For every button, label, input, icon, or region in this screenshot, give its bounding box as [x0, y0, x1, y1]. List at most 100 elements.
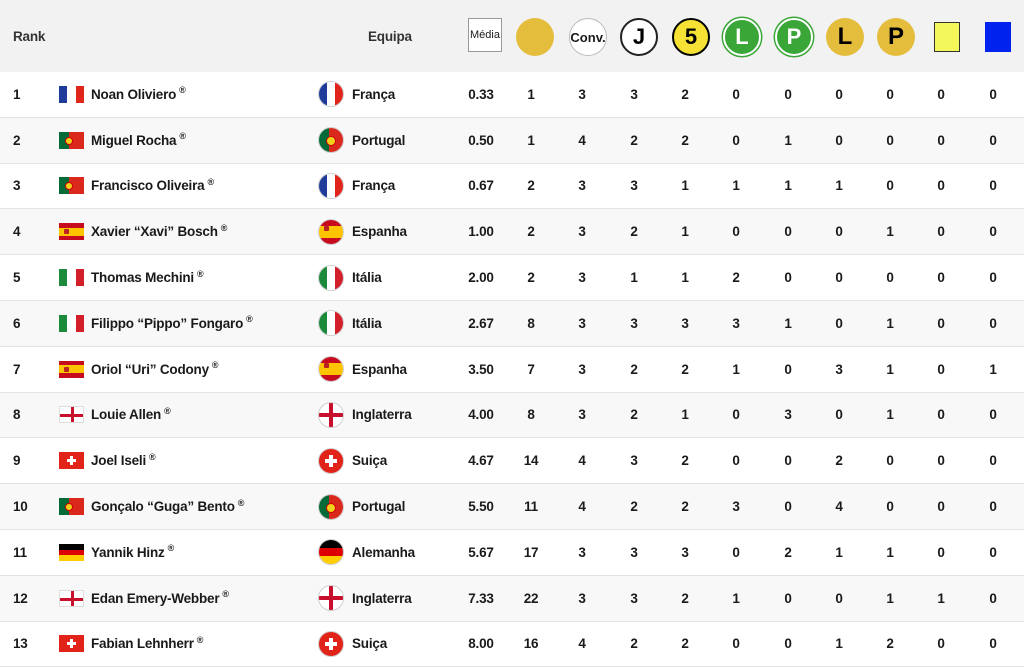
- table-row[interactable]: 13 Fabian Lehnherr ® Suiça 8.00 16 4 2 2 0 0 1 2 0 0: [0, 621, 1024, 668]
- player-flag-icon: [59, 484, 85, 529]
- team-name[interactable]: Suiça: [352, 453, 388, 469]
- ball-value: 22: [523, 590, 539, 606]
- table-row[interactable]: 6 Filippo “Pippo” Fongaro ® Itália 2.67 8 3 3 3 3…: [0, 300, 1024, 347]
- team-name[interactable]: Inglaterra: [352, 590, 412, 606]
- player-name[interactable]: Yannik Hinz ®: [91, 543, 175, 560]
- rank-value: 3: [13, 178, 21, 194]
- rank-header[interactable]: Rank: [13, 28, 46, 44]
- player-name[interactable]: Joel Iseli ®: [91, 451, 156, 469]
- team-name[interactable]: Alemanha: [352, 544, 415, 560]
- green-p-value: 3: [784, 407, 792, 423]
- ball-icon[interactable]: [516, 18, 554, 56]
- yellow-card-value: 0: [937, 315, 945, 331]
- conv-value: 3: [578, 315, 586, 331]
- rank-value: 5: [13, 270, 21, 286]
- player-name[interactable]: Miguel Rocha ®: [91, 131, 186, 148]
- team-name[interactable]: Itália: [352, 315, 382, 331]
- media-value: 4.67: [468, 453, 494, 469]
- conv-header[interactable]: Conv.: [569, 18, 607, 56]
- media-value: 5.50: [468, 499, 494, 515]
- green-l-header[interactable]: L: [723, 18, 761, 56]
- table-row[interactable]: 4 Xavier “Xavi” Bosch ® Espanha 1.00 2 3 2 1 0 0 0 1…: [0, 209, 1024, 256]
- table-row[interactable]: 10 Gonçalo “Guga” Bento ® Portugal 5.50 11 4 2 2…: [0, 484, 1024, 530]
- team-flag-icon: [318, 438, 344, 483]
- rank-value: 9: [13, 453, 21, 469]
- yellow-card-icon[interactable]: [934, 22, 960, 52]
- team-flag-icon: [318, 255, 344, 300]
- player-name[interactable]: Edan Emery-Webber ®: [91, 589, 229, 606]
- five-value: 1: [681, 270, 689, 286]
- green-l-value: 0: [732, 132, 740, 148]
- table-row[interactable]: 5 Thomas Mechini ® Itália 2.00 2 3 1 1 2 0 0 0 0 0: [0, 255, 1024, 301]
- yellow-p-value: 0: [886, 178, 894, 194]
- team-name[interactable]: França: [352, 178, 396, 194]
- player-flag-icon: [59, 622, 85, 667]
- team-flag-icon: [318, 530, 344, 575]
- team-name[interactable]: Inglaterra: [352, 407, 412, 423]
- team-name[interactable]: Espanha: [352, 224, 407, 240]
- j-value: 2: [630, 224, 638, 240]
- green-p-value: 0: [784, 636, 792, 652]
- green-p-value: 0: [784, 270, 792, 286]
- five-value: 2: [681, 453, 689, 469]
- table-row[interactable]: 7 Oriol “Uri” Codony ® Espanha 3.50 7 3 2 2 1 0 3 1 0…: [0, 346, 1024, 393]
- player-name[interactable]: Gonçalo “Guga” Bento ®: [91, 497, 245, 515]
- five-header[interactable]: 5: [672, 18, 710, 56]
- green-p-value: 0: [784, 224, 792, 240]
- table-row[interactable]: 1 Noan Oliviero ® França 0.33 1 3 3 2 0 0 0 0 0 0: [0, 72, 1024, 118]
- green-l-value: 0: [732, 407, 740, 423]
- blue-card-value: 0: [989, 315, 997, 331]
- player-name[interactable]: Oriol “Uri” Codony ®: [91, 360, 219, 377]
- team-name[interactable]: França: [352, 86, 396, 102]
- j-header[interactable]: J: [620, 18, 658, 56]
- j-value: 1: [630, 270, 638, 286]
- registered-mark: ®: [246, 314, 253, 325]
- j-value: 3: [630, 590, 638, 606]
- player-name[interactable]: Noan Oliviero ®: [91, 85, 186, 102]
- table-row[interactable]: 3 Francisco Oliveira ® França 0.67 2 3 3 1 1 1 1 0 0 0: [0, 163, 1024, 210]
- team-name[interactable]: Itália: [352, 270, 382, 286]
- conv-value: 3: [578, 544, 586, 560]
- yellow-card-value: 0: [937, 636, 945, 652]
- team-flag-icon: [318, 576, 344, 621]
- blue-card-icon[interactable]: [985, 22, 1011, 52]
- team-flag-icon: [318, 347, 344, 392]
- conv-value: 3: [578, 224, 586, 240]
- registered-mark: ®: [167, 543, 175, 554]
- media-value: 2.67: [468, 315, 494, 331]
- green-l-value: 3: [732, 499, 740, 515]
- table-row[interactable]: 8 Louie Allen ® Inglaterra 4.00 8 3 2 1 0 3 0 1 0 0: [0, 392, 1024, 439]
- media-header[interactable]: Média: [468, 18, 502, 52]
- player-name[interactable]: Filippo “Pippo” Fongaro ®: [91, 314, 253, 331]
- registered-mark: ®: [164, 405, 171, 416]
- player-name[interactable]: Francisco Oliveira ®: [91, 176, 214, 194]
- team-name[interactable]: Espanha: [352, 361, 407, 377]
- ball-value: 1: [527, 86, 535, 102]
- yellow-l-header[interactable]: L: [826, 18, 864, 56]
- rank-value: 10: [13, 499, 28, 515]
- player-name[interactable]: Fabian Lehnherr ®: [91, 634, 204, 652]
- team-header[interactable]: Equipa: [368, 28, 412, 44]
- player-name[interactable]: Thomas Mechini ®: [91, 268, 204, 286]
- j-value: 3: [630, 315, 638, 331]
- team-name[interactable]: Suiça: [352, 636, 388, 652]
- yellow-p-header[interactable]: P: [877, 18, 915, 56]
- ball-value: 7: [527, 361, 535, 377]
- table-row[interactable]: 12 Edan Emery-Webber ® Inglaterra 7.33 22 3 3 2 1…: [0, 575, 1024, 622]
- green-p-value: 0: [784, 361, 792, 377]
- table-row[interactable]: 11 Yannik Hinz ® Alemanha 5.67 17 3 3 3 0 2 1 1 0 0: [0, 529, 1024, 576]
- player-name[interactable]: Xavier “Xavi” Bosch ®: [91, 222, 228, 240]
- j-value: 3: [630, 86, 638, 102]
- team-name[interactable]: Portugal: [352, 499, 406, 515]
- table-row[interactable]: 9 Joel Iseli ® Suiça 4.67 14 4 3 2 0 0 2 0 0 0: [0, 438, 1024, 485]
- yellow-p-value: 1: [886, 544, 894, 560]
- media-value: 4.00: [468, 407, 494, 423]
- media-value: 8.00: [468, 636, 494, 652]
- rank-value: 1: [13, 86, 21, 102]
- yellow-card-value: 0: [937, 86, 945, 102]
- player-name[interactable]: Louie Allen ®: [91, 405, 171, 423]
- green-p-header[interactable]: P: [775, 18, 813, 56]
- table-row[interactable]: 2 Miguel Rocha ® Portugal 0.50 1 4 2 2 0 1 0 0 0 0: [0, 117, 1024, 164]
- team-name[interactable]: Portugal: [352, 132, 406, 148]
- conv-value: 4: [578, 132, 586, 148]
